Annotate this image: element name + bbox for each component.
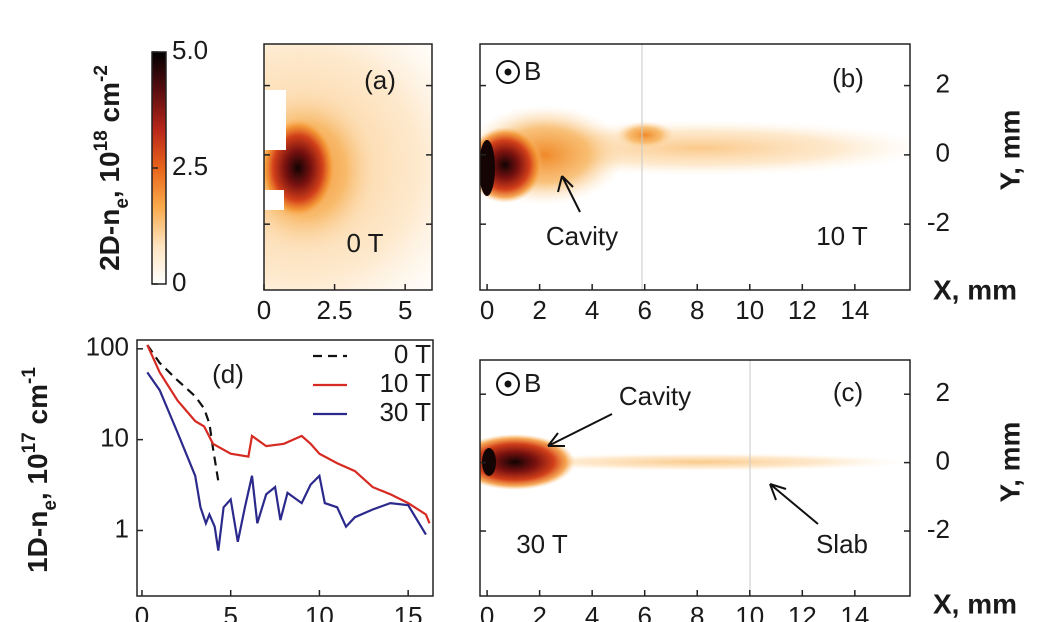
label-part: cm	[94, 82, 125, 130]
x-tick-label: 10	[735, 295, 764, 325]
field-label: B	[524, 368, 541, 398]
x-tick-label: 2.5	[317, 295, 353, 325]
y-tick-label: 10	[100, 423, 129, 453]
field-symbol-dot	[504, 68, 512, 76]
x-tick-label: 8	[690, 601, 704, 622]
x-tick-label: 12	[788, 295, 817, 325]
x-tick-label: 6	[637, 295, 651, 325]
x-tick-label: 14	[840, 601, 869, 622]
tick-label: 2.5	[172, 151, 208, 181]
x-axis-label: X, mm	[933, 588, 1017, 619]
x-tick-label: 6	[637, 601, 651, 622]
label-part: , 10	[22, 453, 53, 500]
label-part: e	[40, 500, 61, 511]
y-tick-label: 0	[936, 445, 950, 475]
arrow	[769, 483, 819, 525]
x-tick-label: 0	[480, 601, 494, 622]
y-axis-label: Y, mm	[994, 422, 1025, 503]
plot-frame	[136, 339, 434, 597]
x-tick-label: 8	[690, 295, 704, 325]
annotation: 30 T	[516, 529, 568, 559]
y-tick-label: -2	[927, 514, 950, 544]
y-tick-label: 0	[936, 138, 950, 168]
plot-frame	[479, 43, 911, 291]
x-tick-label: 5	[223, 601, 237, 622]
y-tick-label: -2	[927, 207, 950, 237]
field-label: B	[524, 56, 541, 86]
x-tick-label: 2	[532, 295, 546, 325]
panel-label: (a)	[364, 65, 396, 95]
x-tick-label: 14	[840, 295, 869, 325]
y-tick-label: 100	[86, 332, 129, 362]
series-line	[146, 371, 427, 551]
density-map-b	[480, 44, 910, 290]
density-map-a	[264, 44, 432, 290]
field-symbol	[496, 372, 520, 396]
tick-label: 5.0	[172, 35, 208, 65]
x-tick-label: 10	[735, 601, 764, 622]
colorbar	[152, 52, 166, 284]
plot-frame	[263, 43, 433, 291]
y-tick-label: 2	[936, 68, 950, 98]
series-line	[146, 344, 220, 482]
arrow	[547, 413, 613, 447]
label-part: , 10	[94, 151, 125, 198]
label-part: -1	[19, 367, 40, 384]
x-tick-label: 0	[257, 295, 271, 325]
series-line	[146, 344, 431, 524]
panel-label: (d)	[212, 359, 244, 389]
annotation: 0 T	[346, 228, 383, 258]
x-axis-label: X, mm	[933, 274, 1017, 305]
y-tick-label: 2	[936, 377, 950, 407]
plot-frame	[479, 359, 911, 597]
annotation: 10 T	[816, 221, 868, 251]
arrow	[557, 175, 581, 213]
legend-label: 0 T	[394, 339, 431, 369]
density-map-c	[480, 360, 910, 596]
y-axis-label: 1D-ne, 1017 cm-1	[19, 367, 61, 573]
tick-label: 0	[172, 267, 186, 297]
legend-label: 30 T	[379, 397, 431, 427]
annotation: Slab	[816, 529, 868, 559]
x-tick-label: 0	[135, 601, 149, 622]
field-symbol-dot	[504, 380, 512, 388]
x-tick-label: 4	[585, 601, 599, 622]
panel-label: (c)	[833, 377, 863, 407]
label-part: cm	[22, 384, 53, 432]
x-tick-label: 10	[305, 601, 334, 622]
panel-label: (b)	[832, 63, 864, 93]
x-tick-label: 2	[532, 601, 546, 622]
colorbar-label: 2D-ne, 1018 cm-2	[91, 65, 133, 271]
label-part: -2	[91, 65, 112, 82]
label-part: e	[112, 198, 133, 209]
x-tick-label: 15	[394, 601, 423, 622]
y-axis-label: Y, mm	[994, 110, 1025, 191]
annotation: Cavity	[619, 381, 691, 411]
label-part: 1D-n	[22, 511, 53, 573]
annotation: Cavity	[546, 221, 618, 251]
x-tick-label: 4	[585, 295, 599, 325]
x-tick-label: 12	[788, 601, 817, 622]
label-part: 17	[19, 432, 40, 453]
label-part: 18	[91, 130, 112, 151]
y-tick-label: 1	[115, 513, 129, 543]
x-tick-label: 0	[480, 295, 494, 325]
legend-label: 10 T	[379, 368, 431, 398]
x-tick-label: 5	[398, 295, 412, 325]
field-symbol	[496, 60, 520, 84]
label-part: 2D-n	[94, 209, 125, 271]
